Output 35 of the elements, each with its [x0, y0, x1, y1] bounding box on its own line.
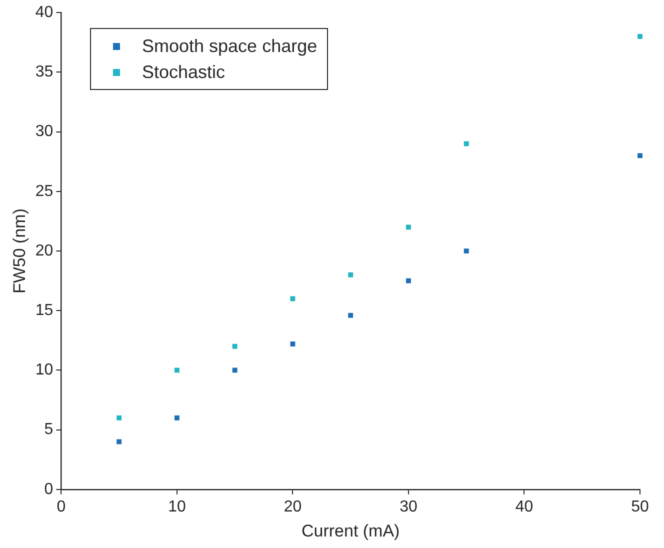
y-tick-label: 30 — [35, 123, 54, 140]
point — [232, 344, 238, 349]
x-tick-label: 50 — [631, 498, 649, 516]
point — [406, 278, 411, 284]
x-axis-title: Current (mA) — [301, 521, 400, 540]
point — [290, 296, 296, 302]
point — [290, 342, 296, 346]
x-tick-label: 30 — [400, 498, 418, 516]
y-tick-label: 25 — [35, 182, 54, 200]
point — [464, 141, 469, 146]
point — [348, 312, 354, 318]
x-tick-label: 10 — [168, 498, 186, 516]
x-tick-label: 20 — [284, 498, 302, 516]
point — [406, 224, 411, 230]
point — [232, 368, 238, 373]
y-tick-label: 35 — [35, 64, 54, 81]
y-tick-label: 40 — [35, 4, 54, 22]
y-tick-label: 15 — [35, 302, 54, 320]
legend-label: Stochastic — [142, 61, 226, 84]
y-axis-title: FW50 (nm) — [10, 208, 29, 294]
y-tick-label: 10 — [35, 362, 54, 379]
point — [348, 272, 354, 278]
y-tick-label: 20 — [35, 242, 54, 260]
y-tick-label: 5 — [44, 421, 54, 438]
point — [116, 439, 122, 444]
point — [638, 153, 642, 158]
point — [464, 248, 469, 254]
point — [174, 368, 180, 373]
point — [174, 415, 180, 420]
y-tick-label: 0 — [44, 480, 54, 498]
point — [638, 34, 642, 39]
x-tick-label: 0 — [56, 498, 66, 516]
x-tick-label: 40 — [515, 498, 534, 516]
point — [116, 415, 122, 420]
legend-label: Smooth space charge — [142, 35, 318, 58]
